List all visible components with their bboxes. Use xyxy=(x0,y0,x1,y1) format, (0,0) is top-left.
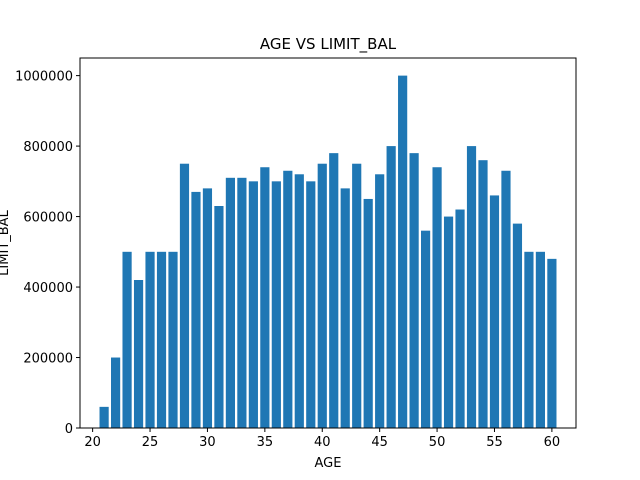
bar-age-53 xyxy=(466,146,477,428)
bar-age-57 xyxy=(512,223,523,428)
bar-age-51 xyxy=(443,216,454,428)
x-tick-label: 25 xyxy=(142,435,159,450)
bar-age-56 xyxy=(501,170,511,428)
bar-age-22 xyxy=(111,357,121,428)
bar-age-37 xyxy=(283,170,293,428)
bar-age-32 xyxy=(225,177,235,428)
x-tick-label: 30 xyxy=(199,435,216,450)
bar-age-52 xyxy=(455,209,465,428)
bar-age-54 xyxy=(478,160,488,428)
x-axis-ticks: 20 25 30 35 40 45 50 55 60 xyxy=(84,428,560,450)
bar-age-42 xyxy=(340,188,350,428)
bar-age-55 xyxy=(489,195,500,428)
bar-age-47 xyxy=(398,75,408,428)
bar-age-45 xyxy=(375,174,385,428)
x-tick-label: 20 xyxy=(84,435,101,450)
bar-age-43 xyxy=(352,163,362,428)
bar-age-35 xyxy=(260,167,270,428)
bar-age-21 xyxy=(99,406,109,428)
bar-age-48 xyxy=(409,153,419,428)
bar-age-33 xyxy=(237,177,247,428)
bar-age-50 xyxy=(432,167,442,428)
bar-age-58 xyxy=(524,251,534,428)
bar-age-36 xyxy=(271,181,281,428)
bar-age-31 xyxy=(214,206,224,428)
bar-age-38 xyxy=(294,174,304,428)
y-axis-label: LIMIT_BAL xyxy=(0,209,12,275)
y-tick-label: 1000000 xyxy=(15,70,73,85)
y-tick-label: 200000 xyxy=(23,352,73,367)
y-tick-label: 600000 xyxy=(23,211,73,226)
bar-age-23 xyxy=(122,251,132,428)
x-tick-label: 55 xyxy=(486,435,503,450)
plot-frame xyxy=(79,57,577,429)
bar-age-60 xyxy=(547,258,557,428)
y-tick-label: 800000 xyxy=(23,140,73,155)
bar-age-39 xyxy=(306,181,316,428)
bar-age-44 xyxy=(363,198,373,428)
x-tick-label: 45 xyxy=(371,435,388,450)
bar-age-25 xyxy=(145,251,155,428)
bar-age-30 xyxy=(202,188,213,428)
y-axis-ticks: 0 200000 400000 600000 800000 1000000 xyxy=(15,70,80,437)
x-tick-label: 60 xyxy=(544,435,561,450)
bars-group xyxy=(99,75,557,428)
bar-age-41 xyxy=(329,153,339,428)
bar-age-27 xyxy=(168,251,178,428)
bar-age-26 xyxy=(156,251,167,428)
bar-age-49 xyxy=(421,230,431,428)
x-tick-label: 40 xyxy=(314,435,331,450)
x-tick-label: 35 xyxy=(257,435,274,450)
bar-age-28 xyxy=(179,163,190,428)
bar-age-29 xyxy=(191,191,201,428)
chart-title: AGE VS LIMIT_BAL xyxy=(260,35,397,54)
x-axis-label: AGE xyxy=(315,456,342,471)
bar-age-24 xyxy=(133,280,144,428)
bar-age-34 xyxy=(248,181,258,428)
bar-age-40 xyxy=(317,163,327,428)
y-tick-label: 400000 xyxy=(23,281,73,296)
x-tick-label: 50 xyxy=(429,435,446,450)
bar-age-59 xyxy=(535,251,545,428)
bar-age-46 xyxy=(386,146,396,428)
y-tick-label: 0 xyxy=(65,422,73,437)
